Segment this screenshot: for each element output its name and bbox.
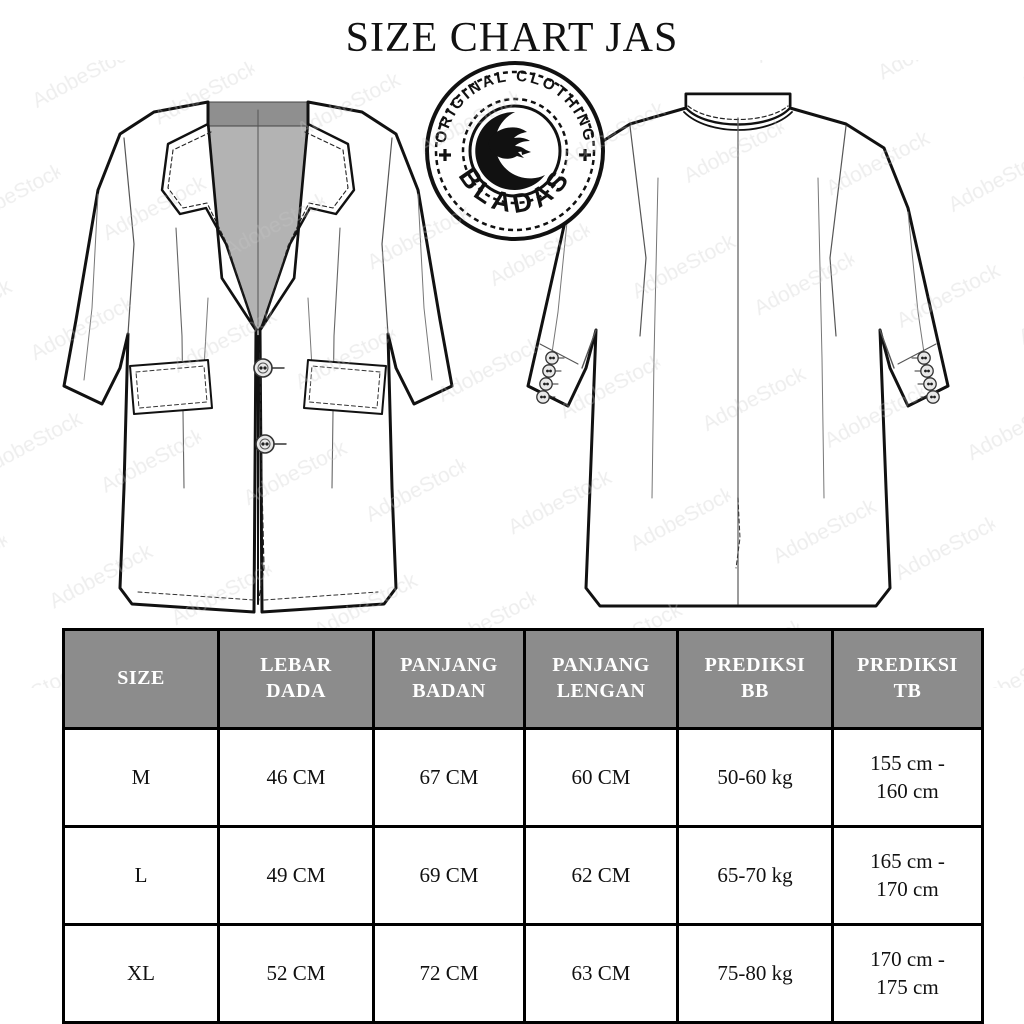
cell-prediksi-tb: 170 cm - 175 cm [831, 923, 984, 1024]
cell-lebar-dada: 49 CM [217, 825, 375, 926]
cell-lebar-dada: 52 CM [217, 923, 375, 1024]
table-row: XL 52 CM 72 CM 63 CM 75-80 kg 170 cm - 1… [62, 923, 984, 1024]
cell-panjang-badan: 69 CM [372, 825, 526, 926]
header-size: SIZE [62, 628, 220, 730]
cell-size: XL [62, 923, 220, 1024]
cell-panjang-lengan: 63 CM [523, 923, 679, 1024]
page-title: SIZE CHART JAS [345, 15, 679, 61]
header-prediksi-bb: PREDIKSI BB [676, 628, 834, 730]
blazer-front-illustration [58, 68, 458, 628]
cell-prediksi-bb: 75-80 kg [676, 923, 834, 1024]
pocket-flap-left [129, 359, 213, 415]
header-prediksi-tb: PREDIKSI TB [831, 628, 984, 730]
header-panjang-lengan: PANJANG LENGAN [523, 628, 679, 730]
cell-panjang-lengan: 60 CM [523, 727, 679, 828]
cell-prediksi-bb: 50-60 kg [676, 727, 834, 828]
cell-prediksi-tb: 165 cm - 170 cm [831, 825, 984, 926]
table-body: M 46 CM 67 CM 60 CM 50-60 kg 155 cm - 16… [62, 727, 984, 1024]
cell-prediksi-tb: 155 cm - 160 cm [831, 727, 984, 828]
cell-size: L [62, 825, 220, 926]
table-header-row: SIZE LEBAR DADA PANJANG BADAN PANJANG LE… [62, 628, 984, 730]
pocket-flap-right [303, 359, 387, 415]
table-row: L 49 CM 69 CM 62 CM 65-70 kg 165 cm - 17… [62, 825, 984, 926]
cell-panjang-badan: 67 CM [372, 727, 526, 828]
cell-prediksi-bb: 65-70 kg [676, 825, 834, 926]
size-table-container: SIZE LEBAR DADA PANJANG BADAN PANJANG LE… [62, 628, 984, 1024]
brand-logo-badge: ORIGINAL CLOTHING BLADAS [424, 60, 606, 242]
cell-panjang-lengan: 62 CM [523, 825, 679, 926]
cell-lebar-dada: 46 CM [217, 727, 375, 828]
size-chart-table: SIZE LEBAR DADA PANJANG BADAN PANJANG LE… [62, 628, 984, 1024]
header-panjang-badan: PANJANG BADAN [372, 628, 526, 730]
table-row: M 46 CM 67 CM 60 CM 50-60 kg 155 cm - 16… [62, 727, 984, 828]
illustration-area: ORIGINAL CLOTHING BLADAS [0, 60, 1024, 688]
table-header: SIZE LEBAR DADA PANJANG BADAN PANJANG LE… [62, 628, 984, 730]
cell-size: M [62, 727, 220, 828]
cell-panjang-badan: 72 CM [372, 923, 526, 1024]
header-lebar-dada: LEBAR DADA [217, 628, 375, 730]
